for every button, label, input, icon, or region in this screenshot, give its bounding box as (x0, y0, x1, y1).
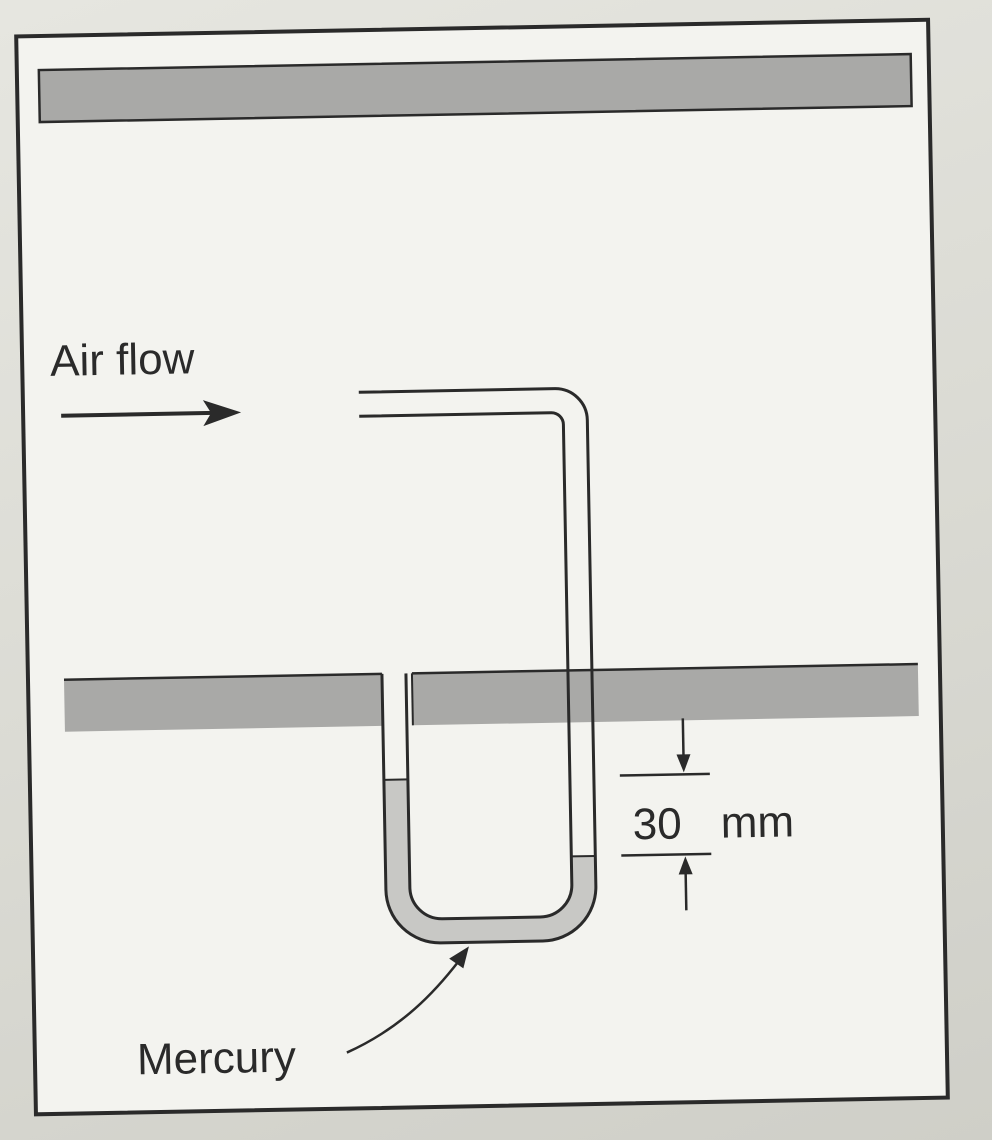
air-flow-label: Air flow (50, 334, 195, 386)
manometer-tube-outer (358, 387, 598, 945)
panel-frame (14, 17, 950, 1117)
manometer-diagram: Air flow 30 mm Mercury (14, 17, 950, 1117)
height-dimension (619, 718, 712, 911)
height-unit: mm (720, 797, 794, 847)
manometer-tube-inner (359, 411, 574, 921)
mercury-fill (383, 779, 596, 943)
mercury-pointer (346, 946, 469, 1054)
diagram-panel: Air flow 30 mm Mercury (6, 12, 960, 1123)
bottom-duct-wall (63, 662, 919, 732)
height-value: 30 (632, 799, 682, 849)
air-flow-arrow (61, 400, 242, 427)
mercury-label: Mercury (137, 1033, 297, 1085)
top-duct-wall (37, 52, 913, 124)
